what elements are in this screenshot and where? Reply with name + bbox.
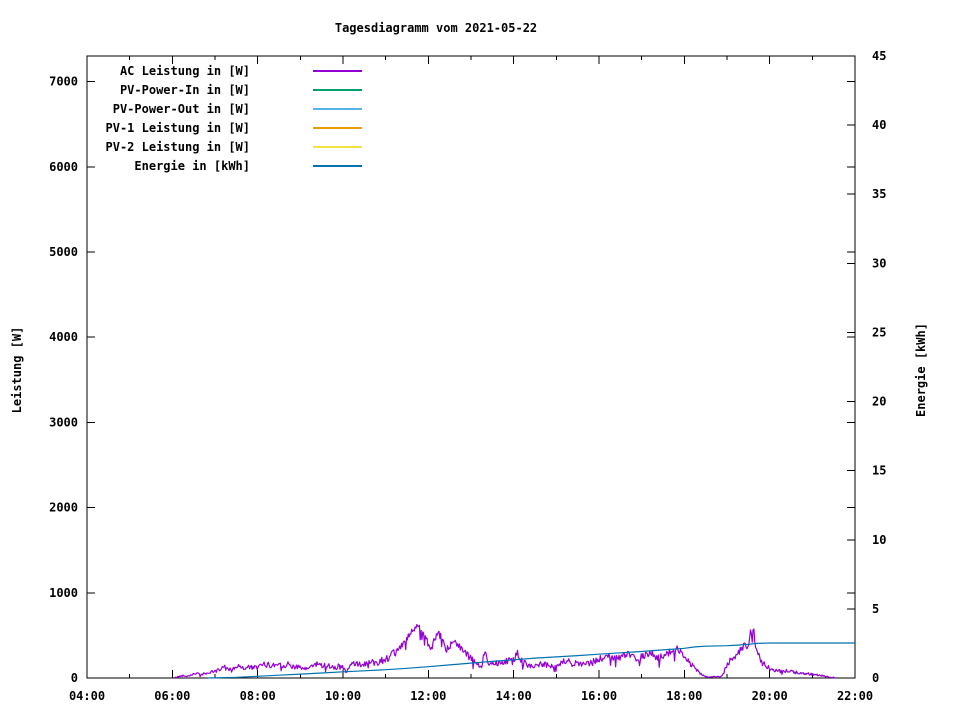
legend-line-sample xyxy=(313,88,362,91)
y2-tick-label: 15 xyxy=(872,464,886,478)
y2-tick-label: 5 xyxy=(872,602,879,616)
y1-tick-label: 2000 xyxy=(49,501,78,515)
legend-item-label: AC Leistung in [W] xyxy=(119,63,250,78)
x-tick-label: 10:00 xyxy=(325,689,361,703)
series-line-energie-in-kwh xyxy=(207,642,855,679)
legend-line-sample xyxy=(313,145,362,148)
y1-tick-label: 3000 xyxy=(49,415,78,429)
x-tick-label: 14:00 xyxy=(496,689,532,703)
y2-tick-label: 40 xyxy=(872,118,886,132)
legend-item: PV-Power-In in [W] xyxy=(87,80,362,99)
legend-item-label: Energie in [kWh] xyxy=(134,158,250,173)
x-tick-label: 20:00 xyxy=(752,689,788,703)
y2-tick-label: 30 xyxy=(872,256,886,270)
y2-tick-label: 35 xyxy=(872,187,886,201)
legend: AC Leistung in [W] PV-Power-In in [W] PV-P… xyxy=(87,61,362,175)
x-tick-label: 06:00 xyxy=(154,689,190,703)
x-tick-label: 22:00 xyxy=(837,689,873,703)
y1-tick-label: 5000 xyxy=(49,245,78,259)
x-tick-label: 04:00 xyxy=(69,689,105,703)
legend-item-label: PV-1 Leistung in [W] xyxy=(105,120,251,135)
chart-title: Tagesdiagramm vom 2021-05-22 xyxy=(334,21,538,35)
legend-item: Energie in [kWh] xyxy=(87,156,362,175)
y1-tick-label: 1000 xyxy=(49,586,78,600)
y2-tick-label: 20 xyxy=(872,395,886,409)
x-tick-label: 16:00 xyxy=(581,689,617,703)
y2-tick-label: 10 xyxy=(872,533,886,547)
y2-tick-label: 0 xyxy=(872,671,879,685)
legend-item: PV-2 Leistung in [W] xyxy=(87,137,362,156)
x-tick-label: 12:00 xyxy=(410,689,446,703)
x-tick-label: 08:00 xyxy=(240,689,276,703)
x-tick-label: 18:00 xyxy=(666,689,702,703)
legend-item-label: PV-Power-Out in [W] xyxy=(112,101,250,116)
legend-line-sample xyxy=(313,164,362,167)
legend-item-label: PV-2 Leistung in [W] xyxy=(105,139,251,154)
y1-tick-label: 7000 xyxy=(49,75,78,89)
y2-tick-label: 25 xyxy=(872,325,886,339)
legend-item-label: PV-Power-In in [W] xyxy=(119,82,250,97)
y1-tick-label: 6000 xyxy=(49,160,78,174)
series-line-ac-leistung-in-w xyxy=(174,623,836,679)
y2-tick-label: 45 xyxy=(872,49,886,63)
legend-line-sample xyxy=(313,126,362,129)
y1-tick-label: 0 xyxy=(71,671,78,685)
legend-item: PV-Power-Out in [W] xyxy=(87,99,362,118)
legend-item: AC Leistung in [W] xyxy=(87,61,362,80)
legend-item: PV-1 Leistung in [W] xyxy=(87,118,362,137)
legend-line-sample xyxy=(313,107,362,110)
legend-line-sample xyxy=(313,69,362,72)
y1-tick-label: 4000 xyxy=(49,330,78,344)
